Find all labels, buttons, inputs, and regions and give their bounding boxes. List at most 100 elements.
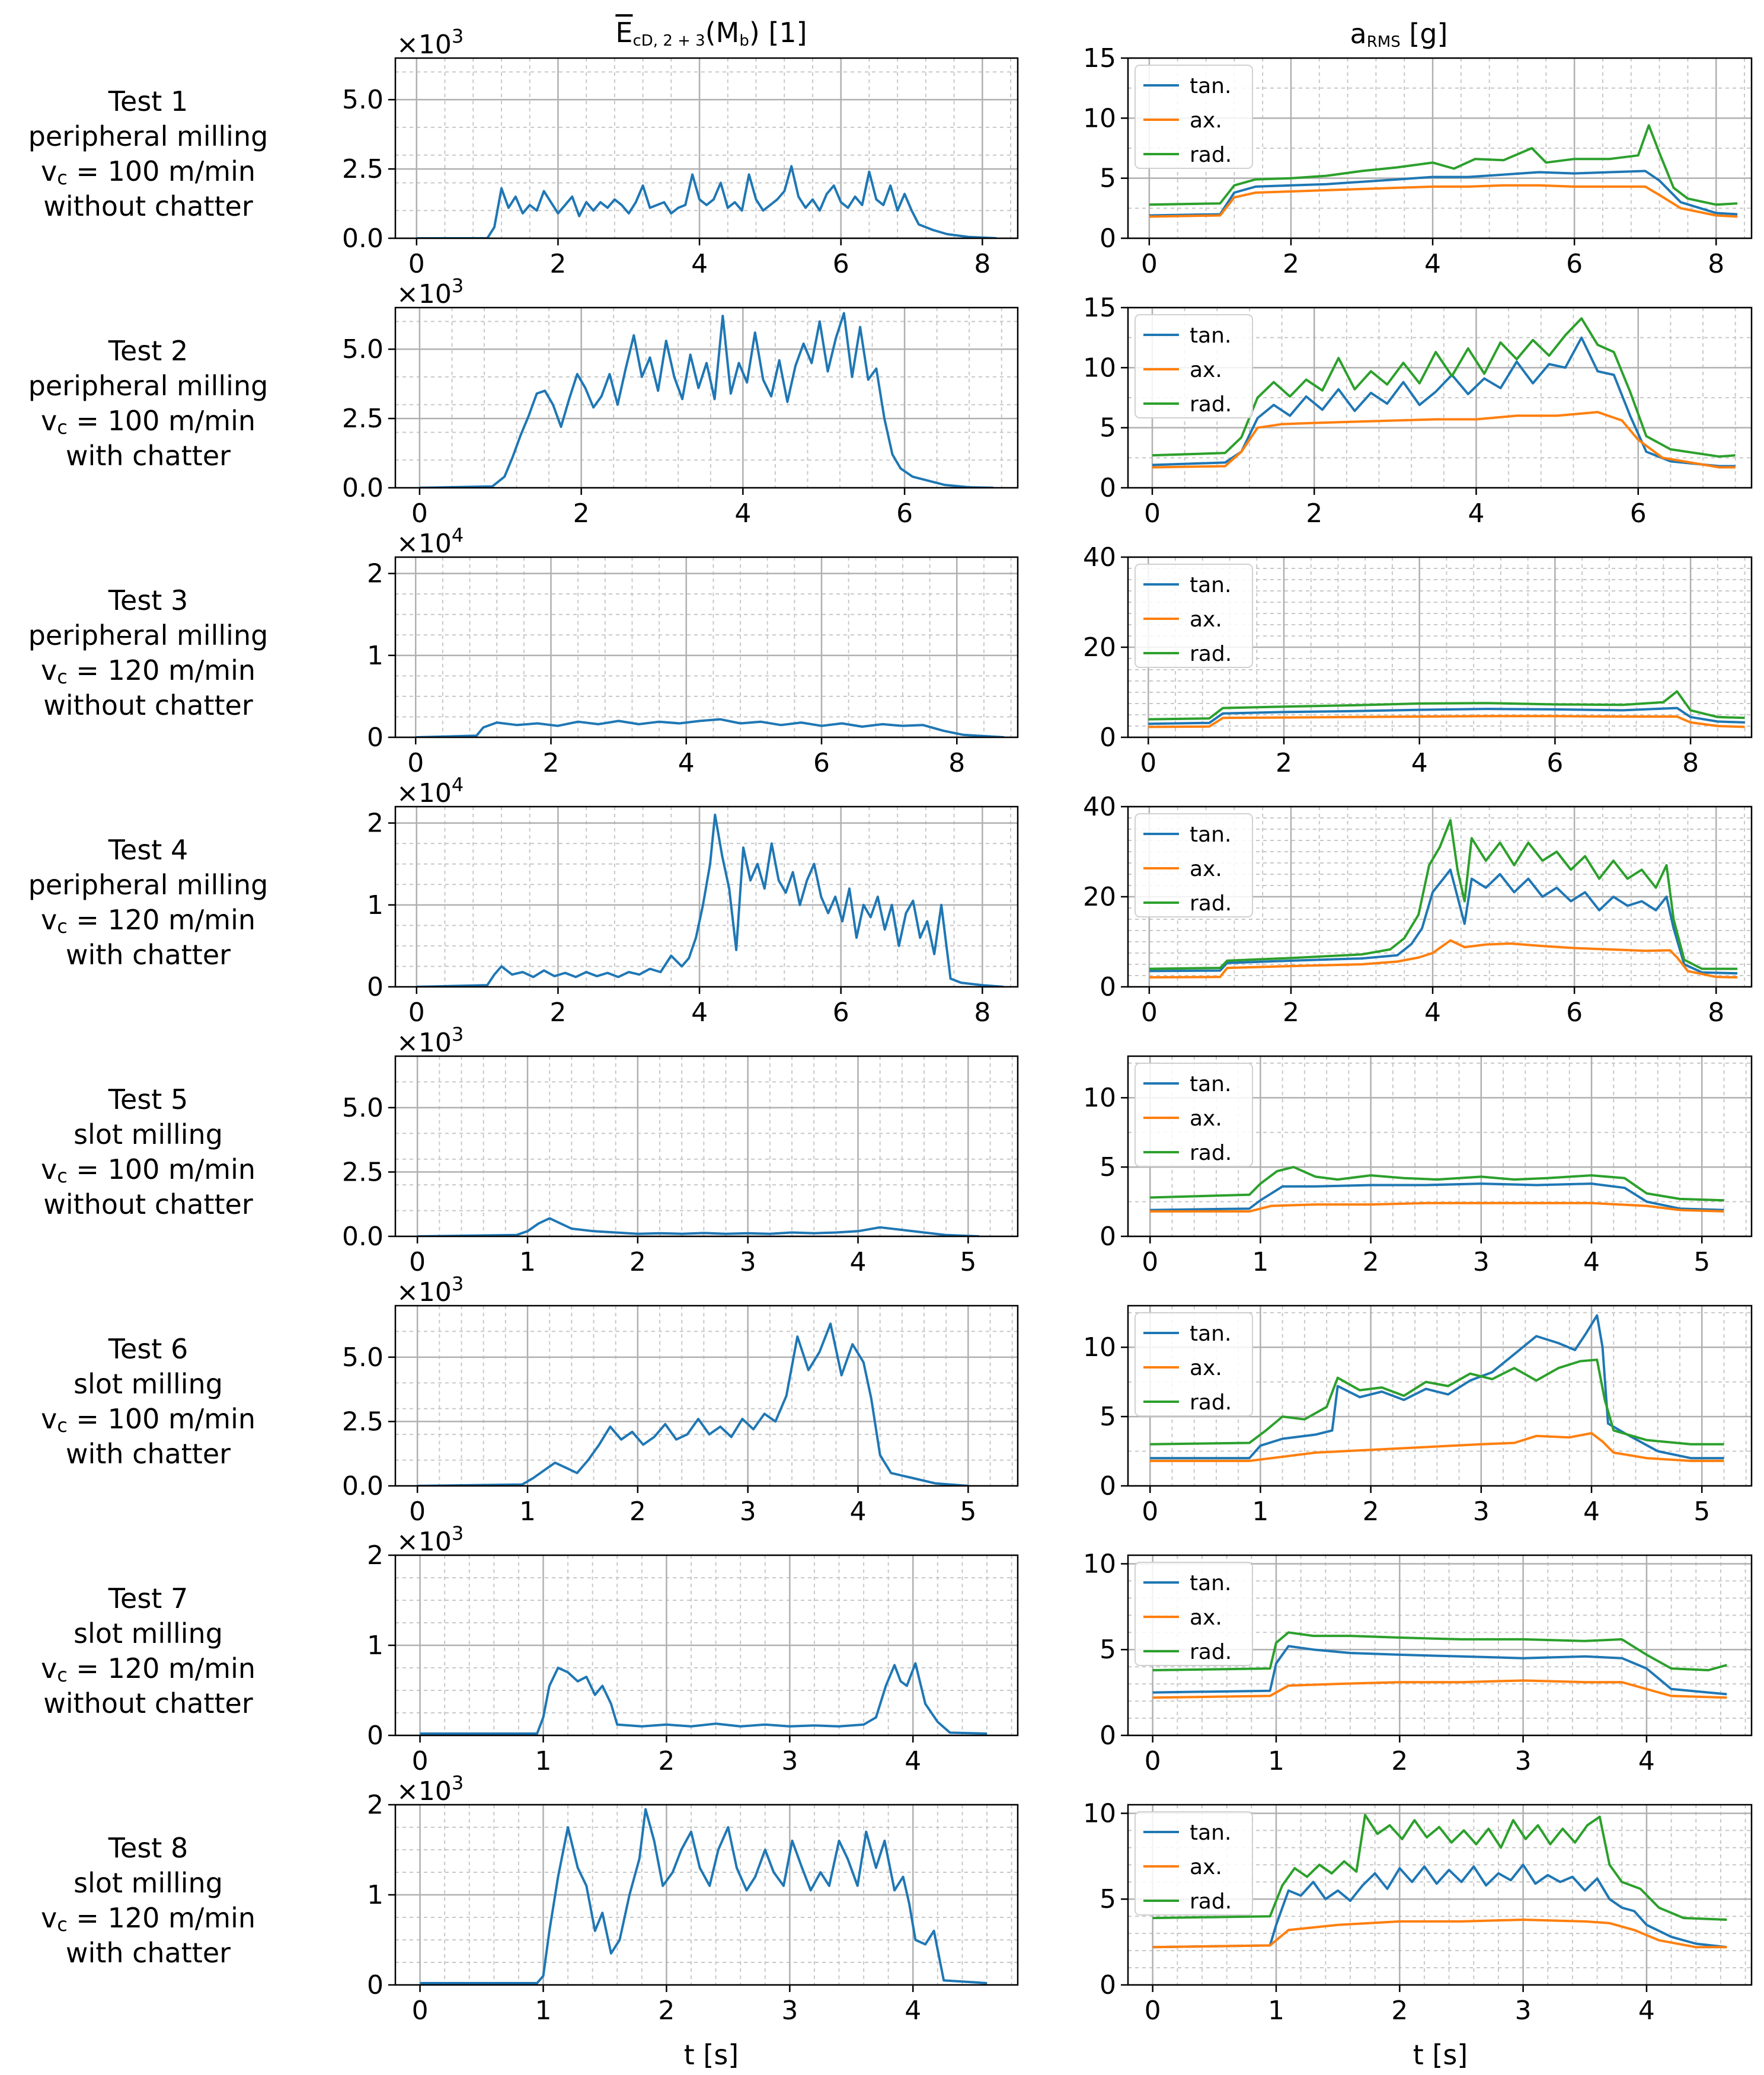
x-tick-label: 2 [543,748,560,778]
plot-frame [394,556,1019,738]
legend-label: rad. [1190,1889,1232,1914]
y-tick-label: 1 [367,1630,384,1661]
x-tick-label: 4 [1424,249,1441,279]
row-label-chatter: with chatter [65,440,231,472]
left-column-title: EcD, 2 + 3(Mb) [1] [486,17,937,49]
series-group [1152,317,1736,469]
axis-scale-exponent: 4 [452,773,464,796]
series-group [1149,819,1738,979]
x-tick-label: 2 [1306,498,1322,529]
x-tick-label: 6 [833,997,849,1028]
x-tick-label: 5 [960,1497,976,1527]
x-tick-label: 1 [519,1247,536,1277]
x-tick-label: 8 [974,249,990,279]
plot-frame [394,1305,1019,1487]
y-tick-label: 10 [1083,1332,1116,1363]
row-label-vc: vc = 120 m/min [40,1652,256,1686]
row-label-type: peripheral milling [28,869,269,901]
plot-frame [1127,57,1753,239]
axis-scale-exponent: 3 [452,1023,464,1046]
y-tick-label: 0.0 [342,1222,384,1252]
x-tick-label: 4 [1638,1746,1655,1776]
series-line-rad [1152,1814,1727,1921]
series-line-ax [1149,939,1738,979]
plot-frame [394,805,1019,988]
x-tick-label: 0 [407,748,424,778]
x-tick-label: 3 [1515,1746,1532,1776]
y-tick-label: 2.5 [342,154,384,184]
x-tick-label: 6 [896,498,913,529]
row-label-chatter: without chatter [43,1188,253,1220]
axis-scale-label: ×103 [397,1772,464,1807]
chart-panel-rms-1: 0 2 4 6 8 0 5 10 15 tan. ax. rad. [1083,43,1753,279]
plot-frame [1127,1305,1753,1487]
y-tick-label: 5 [1100,164,1116,194]
left-x-axis-label: t [s] [622,2039,800,2071]
y-tick-label: 0.0 [342,473,384,503]
series-line-E [417,1217,980,1236]
right-x-axis-label: t [s] [1351,2039,1529,2071]
plot-frame [1127,805,1753,988]
row-label-type: slot milling [74,1118,223,1150]
axis-scale-exponent: 4 [452,524,464,546]
row-label-chatter: without chatter [43,1687,253,1719]
y-tick-label: 2.5 [342,1157,384,1187]
series-line-ax [1152,1679,1727,1699]
series-line-E [420,1662,988,1735]
x-tick-label: 1 [519,1497,536,1527]
series-group [416,165,997,238]
chart-panel-rms-2: 0 2 4 6 0 5 10 15 tan. ax. rad. [1083,293,1753,529]
x-tick-label: 0 [408,997,425,1028]
x-tick-label: 8 [974,997,990,1028]
x-tick-label: 6 [813,748,830,778]
x-tick-label: 0 [408,249,425,279]
series-line-ax [1148,715,1745,728]
row-label-vc: vc = 120 m/min [40,1902,256,1936]
series-line-E [416,718,1005,737]
x-tick-label: 0 [1141,249,1158,279]
series-group [1150,1166,1724,1213]
y-tick-label: 0 [367,1970,384,2000]
series-group [420,1662,988,1735]
plot-frame [394,1055,1019,1238]
legend-label: rad. [1190,1141,1232,1165]
legend-label: rad. [1190,1390,1232,1415]
x-tick-label: 0 [412,1996,429,2026]
legend-label: rad. [1190,642,1232,666]
x-tick-label: 8 [1708,997,1724,1028]
y-tick-label: 0 [1100,1471,1116,1501]
axis-scale-label: ×103 [397,1522,464,1557]
axis-scale-label: ×103 [397,1273,464,1307]
row-label-vc: vc = 100 m/min [40,1153,256,1187]
plot-frame [394,57,1019,239]
row-label-chatter: without chatter [43,190,253,222]
y-tick-label: 2.5 [342,1406,384,1437]
right-title-symbol: a [1350,18,1367,50]
y-tick-label: 20 [1083,882,1116,912]
chart-panel-energy-2: 0 2 4 6 0.0 2.5 5.0 ×103 [342,274,1019,529]
x-tick-label: 6 [1546,748,1563,778]
axis-scale-label: ×104 [397,524,464,559]
x-tick-label: 4 [1424,997,1441,1028]
axis-scale-exponent: 3 [452,1273,464,1295]
x-tick-label: 3 [1473,1247,1490,1277]
series-line-rad [1149,124,1738,206]
x-tick-label: 5 [1693,1497,1710,1527]
series-line-rad [1150,1166,1724,1202]
chart-panel-energy-6: 0 1 2 3 4 5 0.0 2.5 5.0 ×103 [342,1273,1019,1527]
row-label-test: Test 6 [108,1333,188,1365]
row-label-chatter: with chatter [65,1438,231,1470]
y-tick-label: 15 [1083,293,1116,323]
y-tick-label: 0 [1100,1222,1116,1252]
x-tick-label: 0 [411,498,428,529]
row-label-chatter: with chatter [65,1937,231,1969]
legend-label: ax. [1190,108,1222,133]
x-tick-label: 0 [409,1497,426,1527]
x-tick-label: 2 [1391,1996,1408,2026]
series-line-rad [1149,819,1738,970]
chart-panel-rms-6: 0 1 2 3 4 5 0 5 10 tan. ax. rad. [1083,1305,1753,1527]
series-line-tan [1148,706,1745,725]
y-tick-label: 5 [1100,1152,1116,1182]
x-tick-label: 1 [1252,1497,1268,1527]
